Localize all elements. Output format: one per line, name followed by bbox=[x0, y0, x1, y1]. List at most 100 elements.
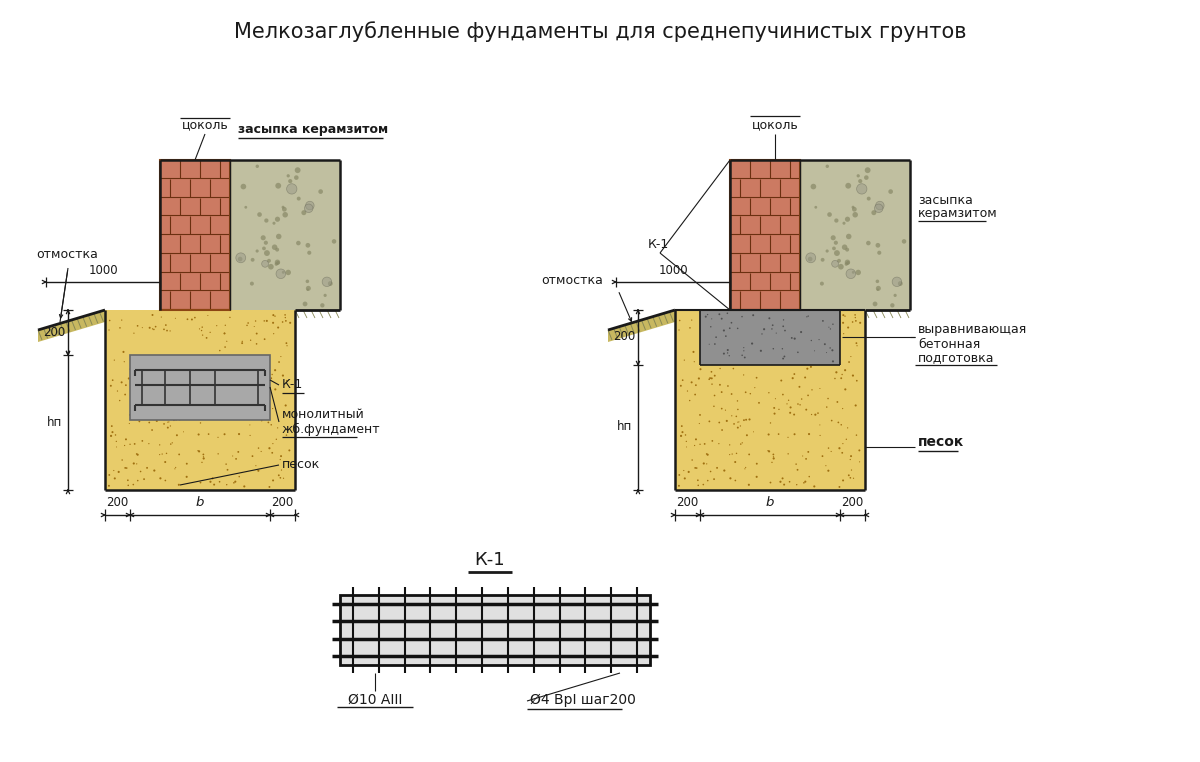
Point bbox=[246, 315, 265, 327]
Point bbox=[710, 363, 730, 375]
Point bbox=[781, 402, 800, 414]
Point bbox=[683, 454, 702, 466]
Point bbox=[722, 448, 742, 460]
Point bbox=[232, 251, 251, 264]
Point bbox=[103, 426, 122, 438]
Point bbox=[767, 327, 786, 339]
Point bbox=[194, 450, 214, 463]
Point bbox=[785, 428, 804, 440]
Point bbox=[222, 393, 241, 405]
Point bbox=[823, 355, 842, 367]
Point bbox=[221, 399, 240, 411]
Point bbox=[841, 453, 860, 466]
Point bbox=[718, 347, 737, 359]
Point bbox=[169, 448, 188, 460]
Point bbox=[798, 363, 817, 375]
Point bbox=[233, 358, 252, 370]
Point bbox=[266, 258, 286, 271]
Point bbox=[271, 472, 290, 484]
Point bbox=[836, 433, 856, 445]
Point bbox=[806, 201, 826, 213]
Point bbox=[689, 474, 708, 486]
Point bbox=[839, 180, 858, 192]
Point bbox=[115, 440, 134, 452]
Bar bbox=[160, 160, 230, 178]
Point bbox=[716, 321, 736, 333]
Point bbox=[890, 277, 910, 290]
Point bbox=[248, 442, 268, 454]
Point bbox=[830, 481, 850, 493]
Text: монолитный: монолитный bbox=[282, 408, 365, 421]
Point bbox=[835, 364, 854, 376]
Point bbox=[288, 164, 307, 176]
Point bbox=[823, 318, 842, 330]
Point bbox=[228, 363, 247, 375]
Point bbox=[827, 214, 846, 226]
Point bbox=[779, 431, 798, 443]
Point bbox=[698, 309, 718, 321]
Point bbox=[229, 446, 248, 458]
Point bbox=[277, 340, 296, 352]
Point bbox=[720, 449, 739, 461]
Point bbox=[820, 209, 839, 221]
Point bbox=[788, 346, 808, 358]
Point bbox=[299, 202, 318, 214]
Point bbox=[785, 327, 804, 339]
Point bbox=[846, 312, 865, 324]
Point bbox=[208, 398, 227, 410]
Point bbox=[797, 404, 816, 416]
Point bbox=[736, 463, 755, 475]
Point bbox=[132, 366, 151, 378]
Point bbox=[702, 373, 721, 385]
Point bbox=[120, 438, 139, 450]
Point bbox=[836, 258, 856, 271]
Point bbox=[780, 344, 799, 357]
Point bbox=[736, 351, 755, 363]
Text: Ø4 BpI шаг200: Ø4 BpI шаг200 bbox=[530, 693, 636, 707]
Point bbox=[677, 441, 696, 453]
Point bbox=[722, 317, 742, 329]
Point bbox=[149, 380, 168, 392]
Point bbox=[316, 290, 335, 302]
Point bbox=[774, 353, 793, 365]
Point bbox=[152, 448, 172, 460]
Point bbox=[714, 347, 733, 360]
Point bbox=[710, 322, 730, 334]
Text: 200: 200 bbox=[106, 497, 128, 510]
Point bbox=[841, 351, 860, 363]
Point bbox=[834, 328, 853, 340]
Point bbox=[894, 235, 913, 248]
Point bbox=[816, 459, 835, 472]
Point bbox=[848, 267, 868, 279]
Point bbox=[298, 275, 317, 287]
Point bbox=[770, 475, 790, 488]
Point bbox=[713, 323, 732, 335]
Point bbox=[247, 328, 266, 340]
Point bbox=[790, 381, 809, 393]
Point bbox=[300, 247, 319, 259]
Point bbox=[887, 276, 906, 288]
Point bbox=[670, 315, 689, 327]
Point bbox=[839, 469, 858, 482]
Point bbox=[107, 435, 126, 447]
Point bbox=[277, 375, 296, 387]
Point bbox=[725, 418, 744, 430]
Point bbox=[256, 258, 275, 270]
Point bbox=[174, 426, 193, 438]
Point bbox=[690, 409, 709, 421]
Point bbox=[810, 429, 829, 441]
Point bbox=[805, 344, 824, 357]
Point bbox=[832, 372, 851, 384]
Point bbox=[796, 475, 815, 488]
Point bbox=[844, 201, 863, 213]
Point bbox=[234, 181, 253, 193]
Point bbox=[233, 384, 252, 396]
Point bbox=[725, 323, 744, 335]
Point bbox=[802, 360, 821, 373]
Point bbox=[220, 381, 239, 393]
Bar bbox=[730, 160, 800, 310]
Point bbox=[760, 445, 779, 457]
Point bbox=[247, 245, 266, 257]
Point bbox=[266, 433, 286, 445]
Point bbox=[818, 442, 838, 454]
